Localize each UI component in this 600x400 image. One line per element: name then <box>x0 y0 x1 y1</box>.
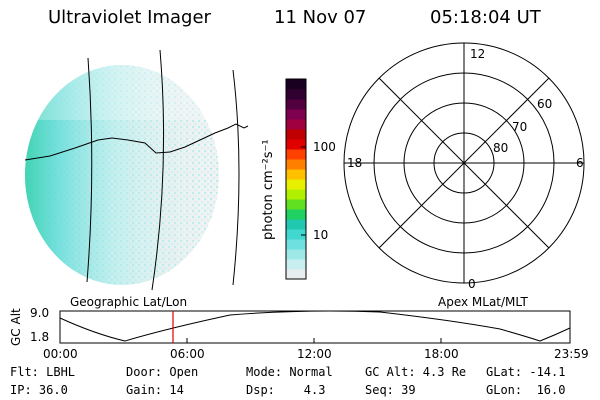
color-bar-tick-10: 10 <box>313 228 329 242</box>
info-glat: GLat: -14.1 <box>486 365 566 379</box>
time-tick-1200: 12:00 <box>297 347 332 361</box>
color-bar-segment <box>286 139 306 150</box>
info-dsp: Dsp: 4.3 <box>246 383 326 397</box>
mlt-label-6: 6 <box>576 156 584 170</box>
color-bar-segment <box>286 229 306 240</box>
color-bar-segment <box>286 159 306 170</box>
mlt-label-0: 0 <box>468 277 476 291</box>
color-bar-segment <box>286 259 306 270</box>
mlat-label-70: 70 <box>512 120 528 134</box>
time-tick-0000: 00:00 <box>43 347 78 361</box>
coastline <box>24 123 249 161</box>
polar-plot <box>343 42 585 284</box>
image-panel-label: Geographic Lat/Lon <box>70 295 188 309</box>
color-bar-segment <box>286 239 306 250</box>
info-glon: GLon: 16.0 <box>486 383 566 397</box>
color-bar-segment <box>286 219 306 230</box>
date-label: 11 Nov 07 <box>274 7 367 28</box>
mlt-label-18: 18 <box>347 156 363 170</box>
color-bar <box>286 79 306 280</box>
instrument-title: Ultraviolet Imager <box>48 7 211 28</box>
polar-panel-label: Apex MLat/MLT <box>438 295 528 309</box>
color-bar-ticks <box>301 146 306 236</box>
info-mode: Mode: Normal <box>246 365 333 379</box>
info-door: Door: Open <box>126 365 199 379</box>
time-label: 05:18:04 UT <box>430 7 541 28</box>
color-bar-segment <box>286 119 306 130</box>
geographic-grid <box>24 49 249 291</box>
color-bar-segment <box>286 249 306 260</box>
info-gc-alt: GC Alt: 4.3 Re <box>365 365 467 379</box>
time-tick-1800: 18:00 <box>424 347 459 361</box>
info-ip: IP: 36.0 <box>10 383 68 397</box>
mlat-label-80: 80 <box>493 141 509 155</box>
info-gain: Gain: 14 <box>126 383 184 397</box>
altitude-plot <box>59 310 571 344</box>
color-bar-segment <box>286 79 306 90</box>
altitude-axis-label: GC Alt <box>9 308 23 346</box>
color-bar-unit-label: photon cm⁻²s⁻¹ <box>261 139 276 240</box>
altitude-curve <box>59 310 571 342</box>
altitude-tick-1-8: 1.8 <box>30 330 50 344</box>
color-bar-tick-100: 100 <box>313 140 336 154</box>
color-bar-segment <box>286 129 306 140</box>
color-bar-segment <box>286 169 306 180</box>
color-bar-frame <box>285 78 307 280</box>
color-bar-segment <box>286 199 306 210</box>
info-filter: Flt: LBHL <box>10 365 76 379</box>
color-bar-segment <box>286 109 306 120</box>
color-bar-segment <box>286 189 306 200</box>
mlt-label-12: 12 <box>470 47 486 61</box>
color-bar-segment <box>286 89 306 100</box>
info-seq: Seq: 39 <box>365 383 416 397</box>
color-bar-segment <box>286 209 306 220</box>
color-bar-segment <box>286 99 306 110</box>
time-tick-0600: 06:00 <box>170 347 205 361</box>
color-bar-segment <box>286 269 306 280</box>
mlat-label-60: 60 <box>537 97 553 111</box>
time-tick-2359: 23:59 <box>554 347 589 361</box>
uv-image-disk <box>25 65 219 285</box>
color-bar-segment <box>286 149 306 160</box>
altitude-tick-9: 9.0 <box>30 306 50 320</box>
color-bar-segment <box>286 179 306 190</box>
